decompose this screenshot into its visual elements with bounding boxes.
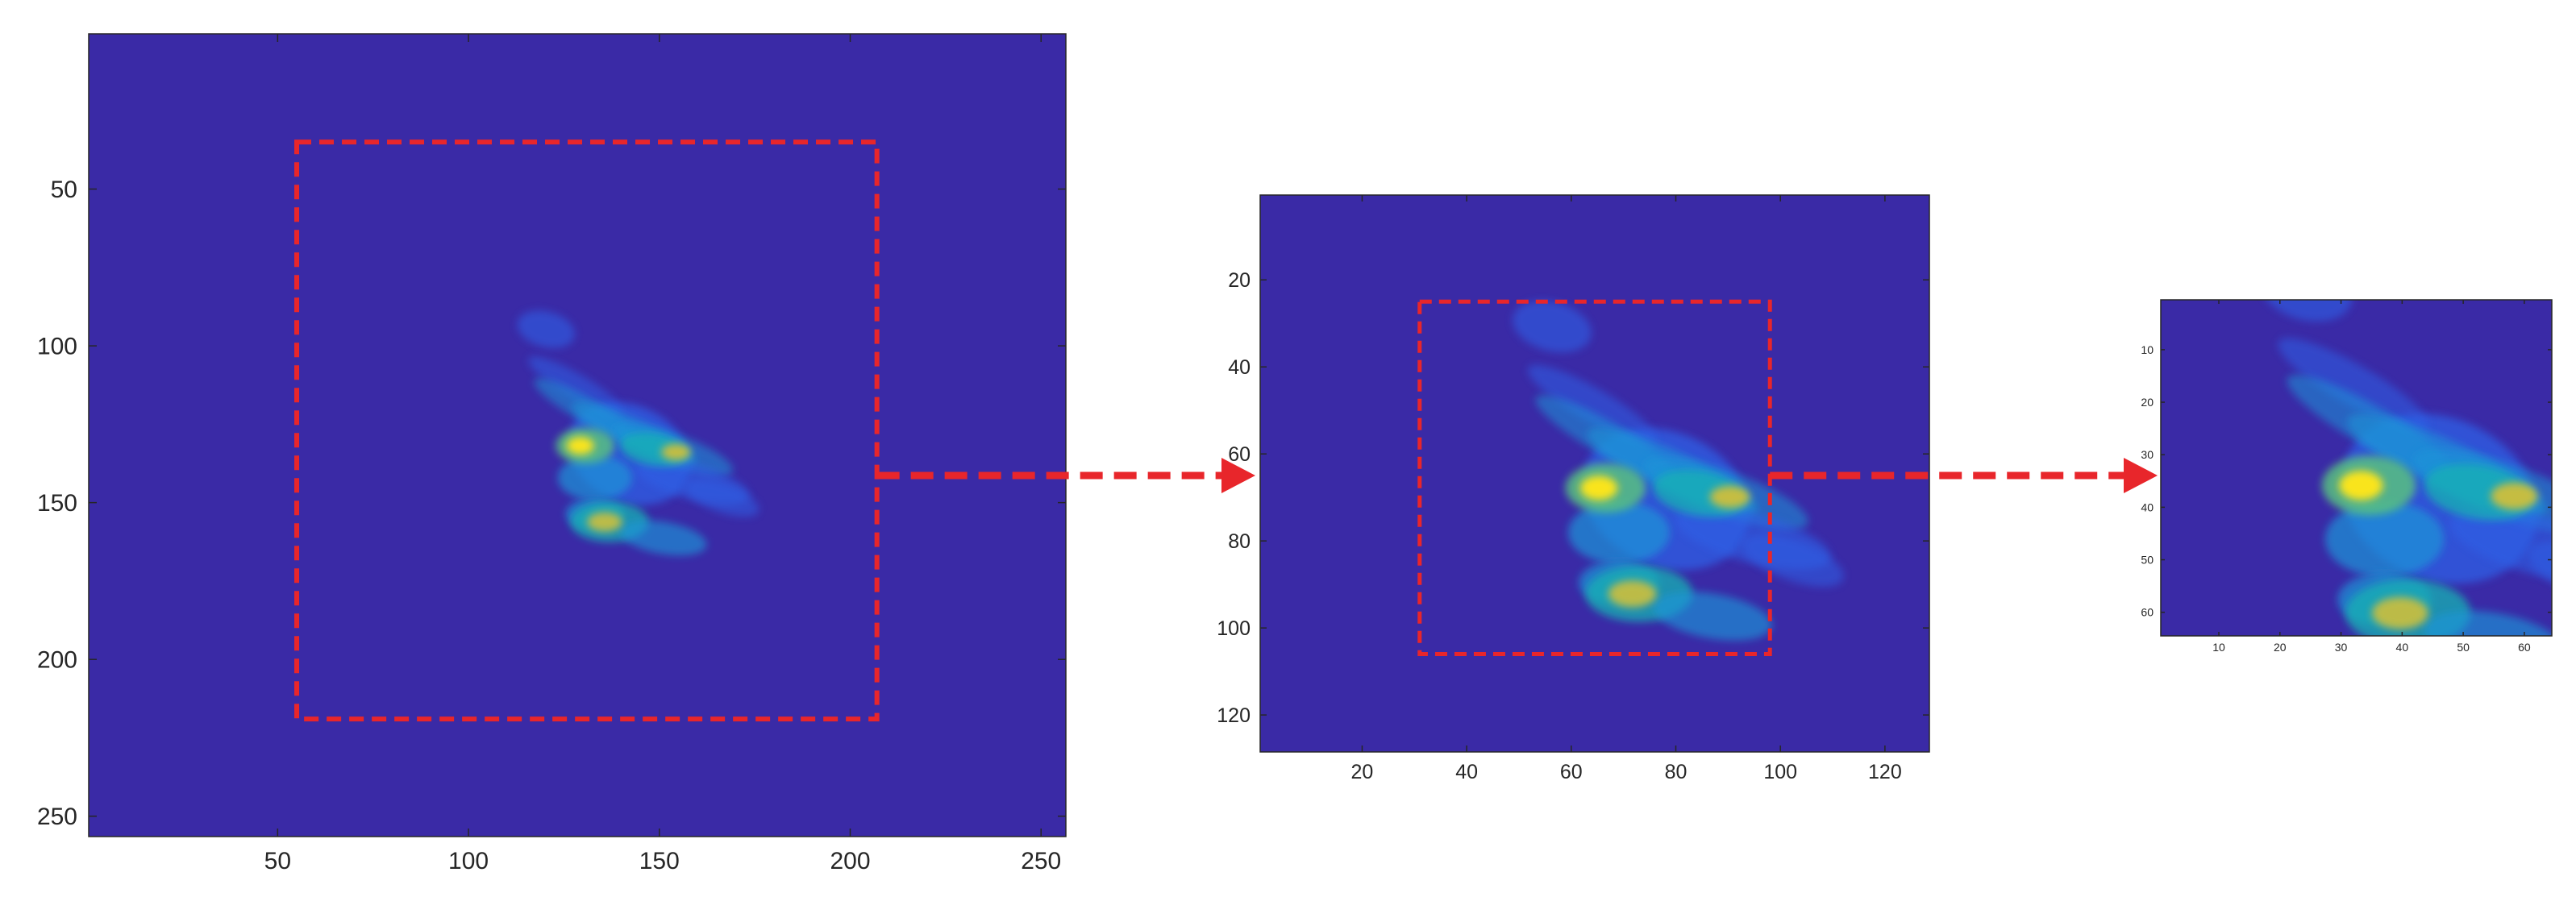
- intensity-blob: [2491, 482, 2538, 510]
- y-tick-label: 40: [1228, 356, 1251, 379]
- arrow-head: [1221, 458, 1255, 493]
- y-tick-label: 200: [37, 647, 77, 674]
- x-tick-label: 50: [2457, 641, 2470, 654]
- x-tick-label: 100: [1763, 761, 1797, 783]
- intensity-blob: [2339, 471, 2383, 500]
- intensity-blob: [1567, 501, 1671, 564]
- intensity-blob: [1608, 580, 1657, 608]
- axes-frame: [88, 33, 1067, 837]
- intensity-blob: [557, 455, 633, 500]
- x-tick-label: 80: [1665, 761, 1688, 783]
- heatmap-panel-1: 50 100 150 200 250 50 100 150 200 250: [37, 33, 1067, 874]
- y-tick-label: 250: [37, 804, 77, 830]
- intensity-pattern: [517, 310, 759, 556]
- crop-box: [294, 139, 880, 722]
- y-tick-label: 100: [37, 334, 77, 360]
- y-tick-label: 50: [2141, 553, 2154, 566]
- axes-frame: [1259, 194, 1930, 753]
- x-tick-label: 20: [1351, 761, 1374, 783]
- y-tick-label: 50: [51, 177, 77, 203]
- x-tick-label: 250: [1021, 848, 1061, 874]
- x-tick-label: 60: [2518, 641, 2531, 654]
- intensity-blob: [1579, 476, 1618, 500]
- y-tick-label: 100: [1217, 617, 1251, 640]
- x-tick-label: 200: [830, 848, 870, 874]
- x-tick-label: 20: [2274, 641, 2287, 654]
- x-tick-label: 30: [2335, 641, 2348, 654]
- arrow-head: [2124, 458, 2158, 493]
- y-tick-label: 10: [2141, 343, 2154, 356]
- intensity-pattern: [1513, 301, 1844, 641]
- intensity-blob: [1528, 364, 1657, 444]
- intensity-blob: [1513, 301, 1592, 353]
- intensity-blob: [2260, 300, 2353, 322]
- intensity-blob: [619, 520, 707, 556]
- x-tick-label: 150: [639, 848, 680, 874]
- heatmap-panel-3: 10 20 30 40 50 60 10 20 30 40 50 60: [2141, 299, 2553, 654]
- intensity-blob: [2278, 338, 2428, 431]
- intensity-blob: [566, 437, 594, 455]
- y-tick-label: 20: [1228, 269, 1251, 292]
- intensity-blob: [2424, 610, 2552, 636]
- axes-frame: [2160, 299, 2553, 637]
- x-tick-label: 120: [1868, 761, 1902, 783]
- arrow-2: [1770, 458, 2158, 493]
- heatmap-panel-2: 20 40 60 80 100 120 20 40 60 80 100 120: [1217, 194, 1930, 783]
- intensity-blob: [1653, 592, 1772, 641]
- y-tick-label: 30: [2141, 448, 2154, 461]
- intensity-blob: [1742, 534, 1844, 588]
- x-tick-label: 50: [264, 848, 291, 874]
- x-tick-label: 100: [448, 848, 489, 874]
- y-tick-label: 40: [2141, 500, 2154, 513]
- x-tick-label: 10: [2212, 641, 2225, 654]
- x-tick-label: 60: [1560, 761, 1583, 783]
- y-tick-label: 120: [1217, 704, 1251, 727]
- arrow-1: [876, 458, 1255, 493]
- y-tick-label: 60: [1228, 443, 1251, 466]
- y-tick-label: 20: [2141, 396, 2154, 409]
- intensity-blob: [685, 479, 759, 517]
- intensity-blob: [587, 512, 622, 532]
- y-tick-label: 80: [1228, 530, 1251, 553]
- y-tick-label: 150: [37, 490, 77, 517]
- intensity-blob: [661, 444, 691, 460]
- intensity-blob: [528, 356, 622, 415]
- intensity-pattern: [2260, 300, 2552, 636]
- intensity-blob: [517, 310, 575, 348]
- x-tick-label: 40: [2396, 641, 2409, 654]
- intensity-blob: [2372, 596, 2428, 629]
- intensity-blob: [1709, 485, 1750, 509]
- x-tick-label: 40: [1455, 761, 1478, 783]
- y-tick-label: 60: [2141, 606, 2154, 619]
- intensity-blob: [2324, 501, 2445, 577]
